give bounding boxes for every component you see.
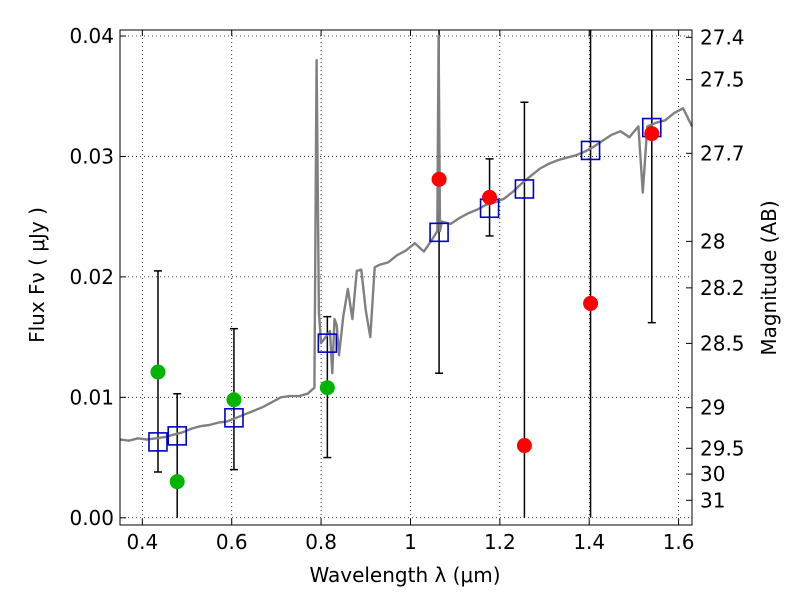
- errorbar-layer: [153, 30, 656, 518]
- mag-tick-label: 27.4: [700, 25, 745, 49]
- mag-tick-label: 28.5: [700, 331, 745, 355]
- mag-tick-label: 28: [700, 229, 725, 253]
- y-tick-label: 0.01: [69, 385, 114, 409]
- mag-tick-label: 30: [700, 462, 725, 486]
- model-square-marker: [429, 222, 449, 243]
- mag-tick-label: 28.2: [700, 276, 745, 300]
- x-tick-label: 1.2: [484, 530, 516, 554]
- x-tick-label: 1: [404, 530, 417, 554]
- marker-layer: [148, 117, 662, 490]
- x-tick-label: 0.8: [305, 530, 337, 554]
- x-tick-label: 1.4: [573, 530, 605, 554]
- model-square-marker: [167, 426, 187, 446]
- spectrum-layer: [119, 34, 694, 442]
- red-data-point: [583, 295, 599, 311]
- grid-layer: [120, 30, 692, 525]
- red-data-point: [516, 438, 532, 454]
- y-axis-right-label: Magnitude (AB): [757, 200, 781, 355]
- mag-tick-label: 27.5: [700, 68, 745, 92]
- spectrum-line: [119, 34, 694, 442]
- model-square-marker: [317, 333, 338, 353]
- green-data-point: [150, 364, 166, 380]
- plot-frame: [119, 29, 693, 526]
- green-data-point: [319, 380, 335, 396]
- model-square-marker: [148, 432, 168, 452]
- red-data-point: [431, 171, 447, 187]
- mag-tick-label: 31: [700, 488, 725, 512]
- tick-layer: 0.4 0.6 0.8 1 1.2 1.4 1.6 0.00 0.01 0.02 0.03 0.04 2…: [69, 24, 744, 554]
- green-data-point: [226, 392, 242, 408]
- mag-tick-label: 29.5: [700, 436, 745, 460]
- y-axis-label: Flux Fν ( μJy ): [25, 207, 49, 343]
- x-axis-label: Wavelength λ (μm): [309, 563, 500, 587]
- mag-tick-label: 27.7: [700, 141, 745, 165]
- y-tick-label: 0.03: [69, 144, 114, 168]
- model-square-marker: [580, 140, 601, 161]
- x-tick-label: 0.4: [126, 530, 158, 554]
- red-data-point: [644, 126, 660, 142]
- y-tick-label: 0.04: [69, 24, 114, 48]
- x-tick-label: 0.6: [216, 530, 248, 554]
- mag-tick-label: 29: [700, 396, 725, 420]
- model-square-marker: [224, 408, 244, 428]
- x-tick-label: 1.6: [663, 530, 695, 554]
- y-tick-label: 0.00: [69, 506, 114, 530]
- y-tick-label: 0.02: [69, 265, 114, 289]
- model-square-marker: [514, 179, 535, 199]
- green-data-point: [169, 474, 185, 490]
- red-data-point: [482, 189, 498, 205]
